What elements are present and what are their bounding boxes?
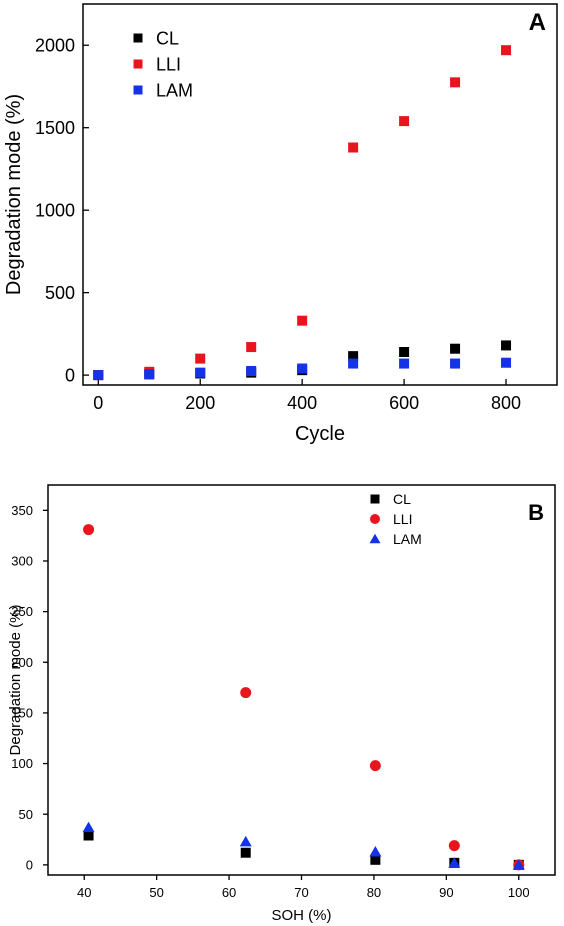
y-axis-label: Degradation mode (%) <box>3 94 25 295</box>
x-tick-label: 60 <box>222 885 236 900</box>
legend-marker-lli <box>370 514 380 524</box>
data-point-lli <box>501 45 512 56</box>
data-point-lam <box>93 370 104 381</box>
legend-label-lli: LLI <box>156 54 181 74</box>
data-point-cl <box>501 340 512 351</box>
y-tick-label: 2000 <box>35 36 75 56</box>
data-point-lli <box>246 342 257 353</box>
data-point-cl <box>348 351 359 362</box>
x-tick-label: 800 <box>491 393 521 413</box>
legend: CL LLI LAM <box>369 491 422 547</box>
data-point-lam <box>297 363 308 374</box>
series-lli <box>83 524 525 871</box>
plot-frame <box>47 484 556 876</box>
y-tick-label: 300 <box>11 554 33 569</box>
x-tick-label: 50 <box>149 885 163 900</box>
data-point-lli <box>348 142 359 153</box>
y-tick-label: 1500 <box>35 118 75 138</box>
data-point-lli <box>195 353 206 364</box>
legend-label-lli: LLI <box>393 511 412 527</box>
y-tick-label: 150 <box>11 705 33 720</box>
y-tick-label: 50 <box>19 807 33 822</box>
y-tick-label: 250 <box>11 604 33 619</box>
x-tick-label: 400 <box>287 393 317 413</box>
data-point-lam <box>448 857 461 868</box>
data-point-lli <box>450 77 461 88</box>
x-tick-label: 600 <box>389 393 419 413</box>
legend: CL LLI LAM <box>133 28 193 100</box>
panel-label: A <box>529 9 546 36</box>
x-tick-label: 200 <box>185 393 215 413</box>
x-axis-label: SOH (%) <box>272 907 332 924</box>
data-point-lam <box>501 357 512 368</box>
x-axis-label: Cycle <box>295 423 345 445</box>
data-point-lam <box>348 358 359 369</box>
x-tick-label: 80 <box>367 885 381 900</box>
data-point-cl <box>83 830 94 841</box>
plot-frame <box>82 3 558 386</box>
x-tick-label: 70 <box>294 885 308 900</box>
data-point-cl <box>450 343 461 354</box>
data-point-lam <box>512 859 525 870</box>
data-point-lam <box>450 358 461 369</box>
legend-marker-lam <box>369 533 381 544</box>
data-point-lam <box>246 365 257 376</box>
data-point-lli <box>240 687 252 699</box>
y-tick-label: 500 <box>45 283 75 303</box>
panel-label: B <box>528 500 544 525</box>
x-tick-label: 90 <box>439 885 453 900</box>
y-tick-label: 350 <box>11 503 33 518</box>
data-point-cl <box>240 847 251 858</box>
y-tick-label: 0 <box>26 857 33 872</box>
data-point-lam <box>82 821 95 833</box>
legend-label-cl: CL <box>156 28 179 48</box>
y-axis-label: Degradation mode (%) <box>7 605 24 756</box>
series-lam <box>82 821 525 870</box>
data-point-lli <box>399 116 410 127</box>
legend-marker-lam <box>133 85 143 95</box>
legend-marker-cl <box>370 494 380 504</box>
x-tick-label: 100 <box>508 885 530 900</box>
data-point-lli <box>297 315 308 326</box>
data-point-cl <box>399 347 410 358</box>
series-cl <box>93 340 512 381</box>
y-tick-label: 1000 <box>35 200 75 220</box>
x-tick-label: 40 <box>77 885 91 900</box>
chart-panel-b: 40 50 60 70 80 90 100 0 50 100 150 200 250 300 350 SOH … <box>7 484 556 924</box>
x-tick-label: 0 <box>93 393 103 413</box>
legend-marker-lli <box>133 59 143 69</box>
legend-label-cl: CL <box>393 491 411 507</box>
data-point-cl <box>370 854 381 865</box>
data-point-lli <box>369 760 381 772</box>
data-point-lam <box>239 835 252 847</box>
series-lam <box>93 357 512 381</box>
data-point-lam <box>195 367 206 378</box>
chart-panel-a: 0 200 400 600 800 0 500 1000 1500 2000 Cycle Degrad… <box>3 3 558 445</box>
legend-marker-cl <box>133 33 143 43</box>
data-point-lli <box>83 524 95 536</box>
data-point-lam <box>399 358 410 369</box>
y-tick-label: 200 <box>11 655 33 670</box>
y-tick-label: 100 <box>11 756 33 771</box>
y-tick-label: 0 <box>65 365 75 385</box>
legend-label-lam: LAM <box>156 80 193 100</box>
data-point-lam <box>369 845 382 857</box>
legend-label-lam: LAM <box>393 531 422 547</box>
data-point-lam <box>144 369 155 380</box>
data-point-lli <box>448 840 460 852</box>
